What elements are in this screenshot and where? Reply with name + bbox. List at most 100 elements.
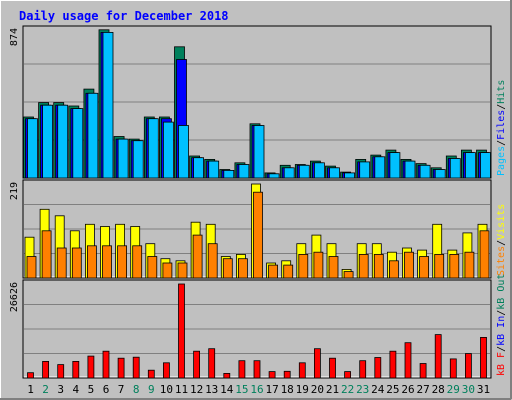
bar-kb-f: [132, 356, 140, 379]
bar-kb-f: [57, 364, 65, 379]
legend: Pages/Files/Hits: [496, 80, 507, 176]
x-tick-label: 3: [57, 383, 64, 396]
bar-kb-f: [72, 360, 80, 379]
bar-pages: [374, 156, 386, 179]
x-tick-label: 13: [205, 383, 218, 396]
bar-pages: [193, 157, 205, 179]
bar-kb-f: [329, 357, 336, 379]
x-tick-label: 23: [356, 383, 369, 396]
bar-kb-f: [344, 371, 352, 379]
x-tick-label: 2: [42, 383, 49, 396]
bar-pages: [419, 164, 431, 179]
bar-sites: [192, 234, 203, 279]
y-max-label: 219: [9, 182, 20, 200]
bar-pages: [298, 164, 310, 179]
bar-kb-f: [102, 350, 110, 379]
bar-sites: [237, 258, 248, 279]
bar-pages: [359, 161, 371, 179]
bar-pages: [27, 118, 38, 179]
x-axis-day-labels: 1 2 3 4 5 6 7 8 9 10 11 12 13 14 15 16 17 18 19 20 21 22 23 24 2…: [27, 383, 490, 396]
bar-sites: [102, 245, 112, 279]
legend-separator: /: [496, 104, 507, 110]
x-tick-label: 17: [265, 383, 278, 396]
bar-sites: [268, 264, 279, 279]
bar-pages: [117, 138, 129, 179]
bar-pages: [42, 104, 53, 179]
bar-kb-f: [434, 334, 442, 379]
x-tick-label: 30: [462, 383, 475, 396]
bar-pages: [162, 121, 174, 179]
bar-sites: [419, 256, 430, 279]
x-tick-label: 21: [326, 383, 339, 396]
bar-sites: [222, 258, 233, 279]
bar-kb-f: [42, 360, 49, 379]
x-tick-label: 26: [401, 383, 414, 396]
bar-kb-f: [389, 350, 397, 379]
bar-kb-f: [87, 355, 95, 379]
bar-sites: [132, 245, 143, 279]
bar-sites: [434, 253, 445, 279]
x-tick-label: 4: [72, 383, 79, 396]
x-tick-label: 1: [27, 383, 34, 396]
bar-kb-f: [449, 358, 457, 379]
legend-entry: Visits: [496, 204, 507, 240]
bar-kb-f: [374, 357, 382, 379]
bar-sites: [313, 251, 324, 279]
bar-pages: [178, 125, 189, 179]
legend-separator: /: [496, 310, 507, 316]
x-tick-label: 24: [371, 383, 385, 396]
x-tick-label: 31: [477, 383, 490, 396]
bar-kb-f: [27, 372, 34, 379]
bar-kb-f: [283, 370, 291, 379]
bar-sites: [358, 253, 369, 279]
bar-kb-f: [298, 362, 306, 379]
bar-pages: [344, 172, 356, 179]
bar-pages: [404, 160, 416, 179]
x-tick-label: 16: [250, 383, 263, 396]
bar-sites: [162, 262, 173, 279]
x-tick-label: 18: [281, 383, 294, 396]
bar-pages: [464, 152, 476, 179]
bar-kb-f: [147, 369, 155, 379]
bar-pages: [132, 140, 144, 179]
legend-separator: /: [496, 140, 507, 146]
bar-pages: [389, 152, 401, 179]
legend-entry: Pages: [496, 146, 507, 176]
x-tick-label: 7: [118, 383, 125, 396]
bar-pages: [238, 164, 250, 179]
y-max-label: 26626: [9, 282, 20, 312]
bar-sites: [404, 251, 414, 279]
y-max-label: 874: [9, 28, 20, 46]
bar-sites: [449, 253, 460, 279]
x-tick-label: 9: [148, 383, 155, 396]
bar-pages: [480, 152, 491, 179]
bar-pages: [449, 158, 461, 179]
bar-sites: [117, 245, 127, 279]
x-tick-label: 5: [88, 383, 95, 396]
bar-kb-f: [238, 360, 246, 379]
bar-sites: [207, 243, 218, 279]
bar-kb-f: [404, 342, 412, 379]
bar-pages: [253, 125, 265, 179]
x-tick-label: 6: [103, 383, 110, 396]
x-tick-label: 20: [311, 383, 324, 396]
x-tick-label: 29: [447, 383, 460, 396]
bar-pages: [283, 167, 295, 179]
x-tick-label: 22: [341, 383, 354, 396]
bar-kb-f: [268, 371, 276, 379]
bar-sites: [464, 251, 475, 279]
x-tick-label: 27: [416, 383, 429, 396]
bar-pages: [434, 169, 446, 179]
bar-kb-f: [359, 360, 367, 379]
bar-kb-f: [464, 353, 472, 379]
bar-pages: [72, 108, 84, 179]
bar-sites: [71, 247, 82, 279]
legend-separator: /: [496, 346, 507, 352]
bar-pages: [102, 32, 114, 179]
legend-entry: Hits: [496, 80, 507, 104]
bar-pages: [268, 173, 280, 179]
bar-sites: [328, 256, 339, 279]
bar-sites: [283, 264, 294, 279]
